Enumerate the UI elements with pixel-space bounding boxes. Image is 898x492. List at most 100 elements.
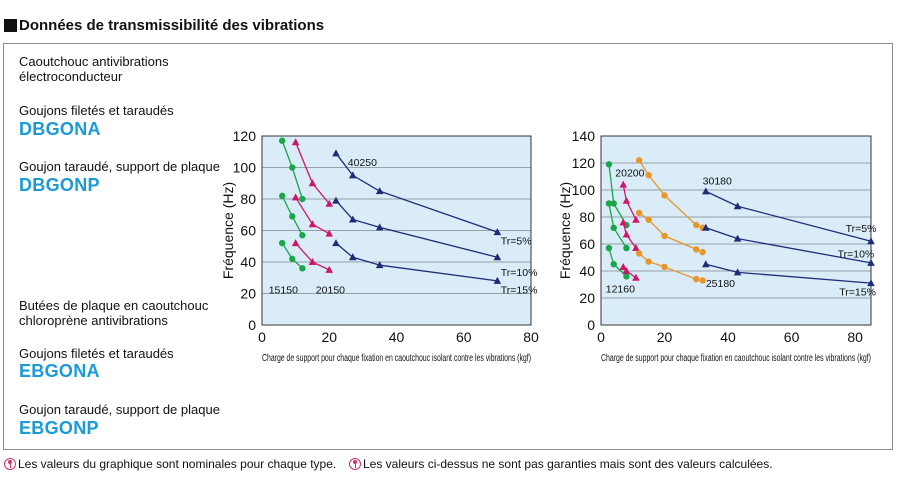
data-point — [375, 187, 384, 195]
data-point — [332, 196, 340, 204]
y-tick-label: 120 — [233, 128, 257, 144]
data-point — [278, 137, 286, 144]
data-point — [867, 279, 875, 287]
data-point — [610, 224, 617, 231]
x-tick-label: 0 — [597, 329, 605, 345]
product-label: Goujon taraudé, support de plaque — [19, 159, 220, 174]
data-point — [619, 180, 628, 188]
category-line: chloroprène antivibrations — [19, 313, 168, 328]
data-point — [619, 218, 628, 226]
model-code[interactable]: DBGONA — [19, 119, 101, 139]
series-line — [335, 200, 498, 258]
data-point — [623, 244, 630, 252]
category-line: électroconducteur — [19, 69, 123, 84]
data-point — [635, 157, 643, 164]
data-point — [610, 200, 617, 207]
data-point — [493, 228, 502, 236]
data-point — [375, 223, 384, 231]
y-tick-label: 0 — [248, 317, 256, 333]
y-tick-label: 80 — [579, 209, 595, 225]
x-tick-label: 40 — [389, 329, 405, 345]
annotation-label: Tr=15% — [501, 285, 538, 297]
x-tick-label: 80 — [847, 329, 863, 345]
product-label: Goujons filetés et taraudés — [19, 346, 174, 361]
y-tick-label: 20 — [579, 290, 595, 306]
data-point — [348, 215, 357, 223]
plot-area — [600, 135, 872, 326]
annotation-label: Tr=10% — [838, 249, 875, 261]
data-point — [693, 275, 700, 283]
data-point — [645, 171, 652, 179]
data-point — [308, 179, 317, 187]
data-point — [661, 263, 668, 271]
y-tick-label: 140 — [572, 128, 596, 144]
data-point — [622, 196, 631, 204]
annotation-label: 20150 — [316, 285, 345, 297]
footer-note-2: Les valeurs ci-dessus ne sont pas garant… — [349, 457, 773, 471]
data-point — [289, 164, 296, 171]
y-tick-label: 80 — [240, 191, 256, 207]
data-point — [308, 258, 317, 265]
y-tick-label: 100 — [572, 182, 596, 198]
y-tick-label: 0 — [587, 317, 595, 333]
data-point — [325, 199, 334, 207]
annotation-label: 15150 — [269, 285, 298, 297]
model-code[interactable]: EBGONA — [19, 361, 100, 381]
data-point — [733, 268, 742, 276]
data-point — [289, 213, 296, 220]
data-point — [632, 273, 640, 281]
y-tick-label: 100 — [233, 160, 257, 176]
data-point — [699, 277, 706, 284]
data-point — [619, 262, 628, 270]
info-icon — [4, 458, 16, 470]
footer-note-1: Les valeurs du graphique sont nominales … — [4, 457, 336, 471]
x-tick-label: 60 — [456, 329, 472, 345]
data-point — [693, 246, 700, 253]
data-point — [610, 261, 617, 268]
section-title: Données de transmissibilité des vibratio… — [19, 17, 325, 34]
data-panel — [3, 43, 893, 450]
product-label: Goujons filetés et taraudés — [19, 103, 174, 118]
x-tick-label: 40 — [720, 329, 736, 345]
y-axis-label: Fréquence (Hz) — [220, 182, 236, 279]
data-point — [699, 248, 706, 256]
category-line: Caoutchouc antivibrations — [19, 54, 169, 69]
data-point — [291, 239, 300, 247]
x-tick-label: 60 — [784, 329, 800, 345]
footer-note-text: Les valeurs du graphique sont nominales … — [18, 457, 337, 471]
data-point — [632, 215, 640, 223]
y-tick-label: 40 — [579, 263, 595, 279]
annotation-label: Tr=5% — [501, 236, 532, 248]
transmissibility-chart-right: 0 20 40 60 80 100 120 140 0 20 40 60 80 Fréquence (Hz… — [557, 128, 876, 364]
data-point — [635, 250, 643, 257]
data-point — [605, 161, 613, 168]
model-code[interactable]: EBGONP — [19, 418, 99, 438]
data-point — [299, 232, 306, 239]
data-point — [867, 258, 875, 266]
data-point — [645, 258, 652, 265]
data-point — [332, 149, 340, 157]
category-label: Butées de plaque en caoutchouc chloroprè… — [19, 298, 208, 328]
data-point — [622, 230, 631, 238]
model-code[interactable]: DBGONP — [19, 175, 100, 195]
data-point — [622, 267, 631, 274]
x-axis-label: Charge de support pour chaque fixation e… — [601, 353, 871, 364]
data-point — [348, 253, 357, 261]
category-line: Butées de plaque en caoutchouc — [19, 298, 209, 313]
y-tick-label: 60 — [579, 236, 595, 252]
series-line — [335, 242, 498, 282]
data-point — [635, 209, 643, 217]
data-point — [325, 229, 334, 237]
data-point — [291, 193, 300, 201]
x-tick-label: 20 — [321, 329, 337, 345]
data-point — [632, 244, 640, 252]
data-point — [733, 234, 742, 242]
annotation-label: 25180 — [706, 278, 735, 290]
black-square-icon — [4, 19, 17, 32]
data-point — [623, 273, 630, 280]
y-tick-label: 120 — [572, 155, 596, 171]
x-tick-label: 80 — [523, 329, 539, 345]
data-point — [702, 260, 710, 268]
x-axis-label: Charge de support pour chaque fixation e… — [262, 353, 531, 364]
